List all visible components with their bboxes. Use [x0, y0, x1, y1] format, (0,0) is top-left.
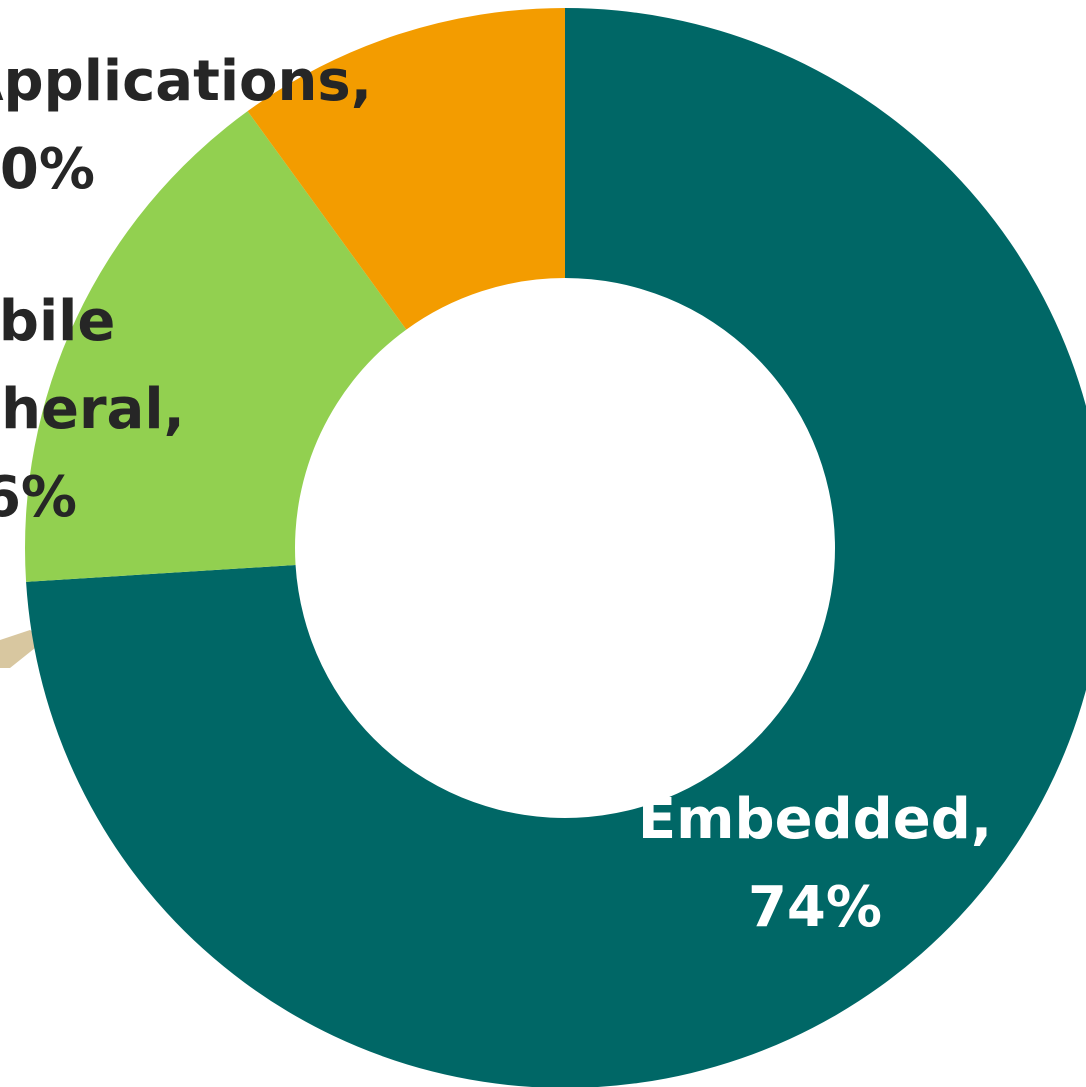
- slice-label: Embedded,: [638, 787, 992, 852]
- slice-label: Applications,: [0, 49, 372, 114]
- value-label: 16%: [0, 465, 77, 530]
- value-label: 74%: [748, 875, 882, 940]
- label-line: Embedded,: [638, 787, 992, 852]
- label-line: Applications,: [0, 49, 372, 114]
- label-line: Peripheral,: [0, 377, 185, 442]
- value-label: 10%: [0, 137, 95, 202]
- label-line: Mobile: [0, 289, 115, 354]
- chart: Embedded, 74% Mobile Peripheral, 16% Applicat…: [0, 0, 1086, 1087]
